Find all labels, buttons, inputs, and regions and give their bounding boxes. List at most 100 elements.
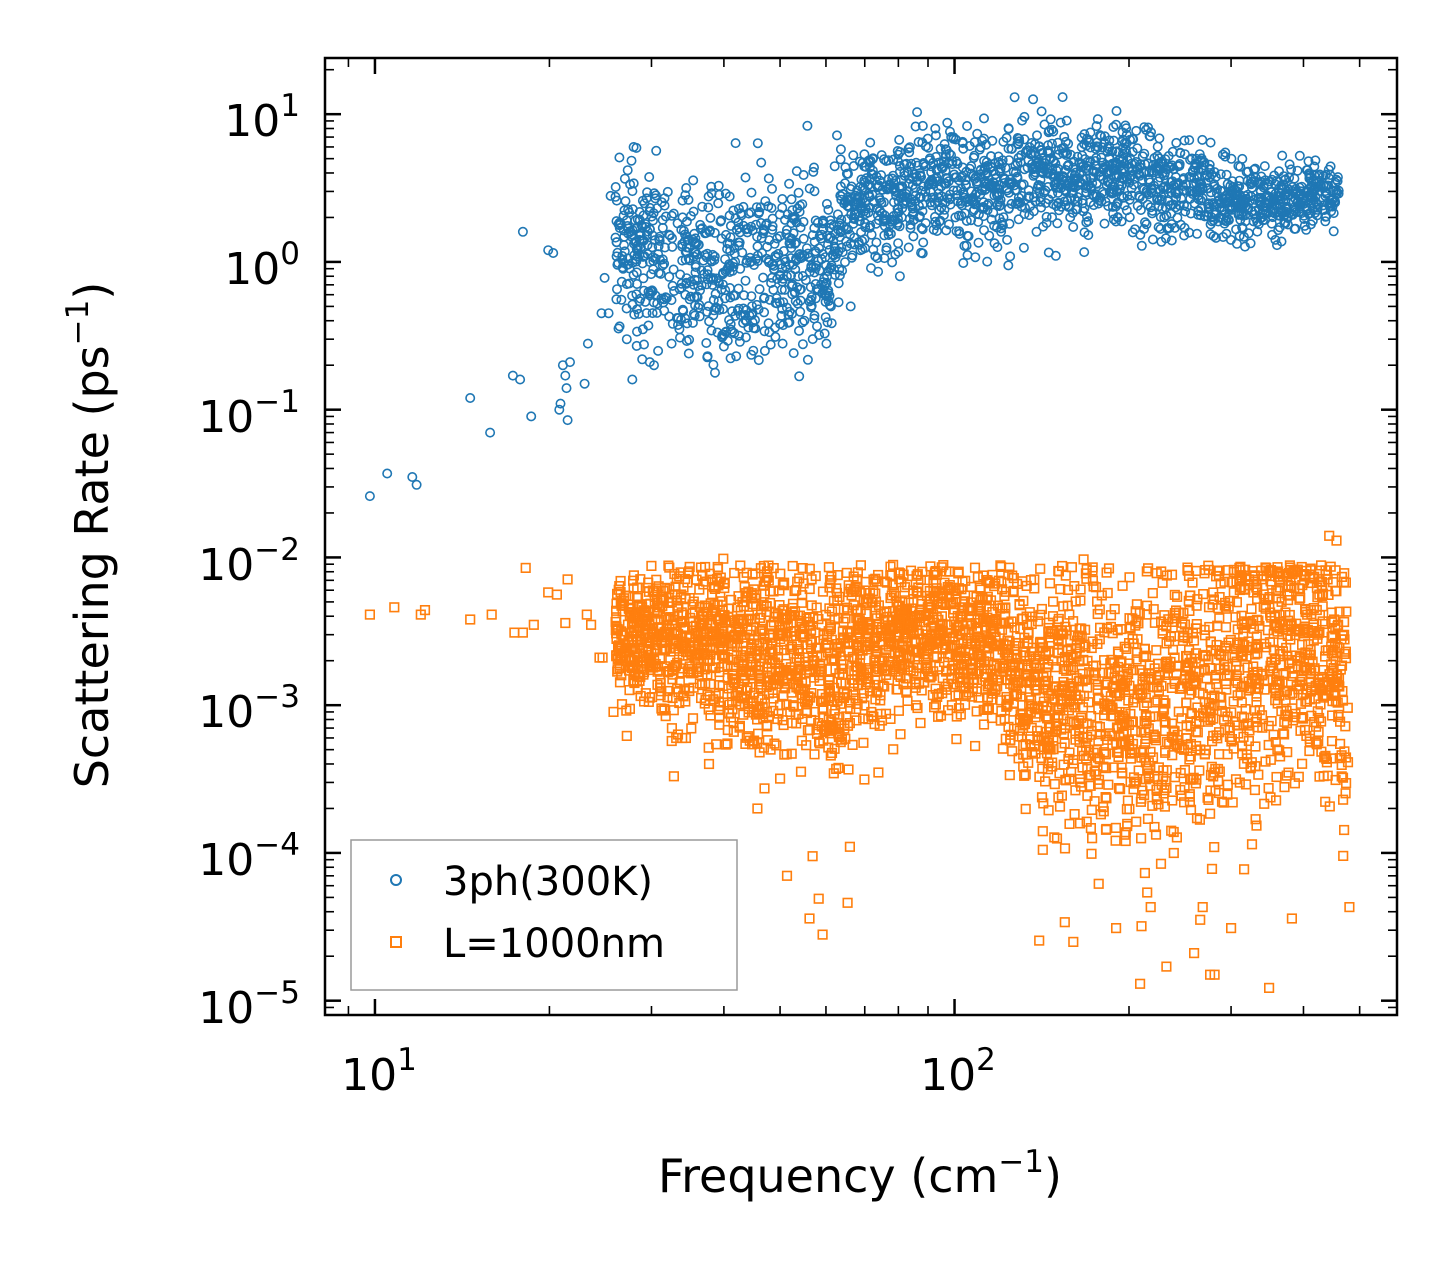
data-point-l1000nm [1172,591,1183,602]
data-point-l1000nm [734,720,745,731]
data-point-l1000nm [823,562,834,573]
data-point-l1000nm [1199,697,1210,708]
data-point-l1000nm [1036,603,1047,615]
data-point-l1000nm [723,603,734,614]
data-point-l1000nm [1163,614,1174,625]
data-point-l1000nm [1177,635,1188,646]
data-point-l1000nm [1117,580,1128,591]
data-point-l1000nm [1094,721,1105,733]
data-point-l1000nm [686,723,697,734]
data-point-3ph [978,113,989,124]
data-point-l1000nm [1020,803,1031,815]
data-point-l1000nm [1181,697,1192,709]
data-point-l1000nm [1297,758,1308,769]
data-point-l1000nm [1214,727,1225,738]
data-point-3ph [610,182,621,193]
data-point-l1000nm [1149,617,1160,628]
data-point-l1000nm [995,561,1007,572]
data-point-l1000nm [713,697,725,708]
data-point-3ph [777,194,788,205]
data-point-l1000nm [869,661,880,672]
data-point-3ph [614,152,625,163]
data-point-l1000nm [1071,718,1082,729]
data-point-l1000nm [955,652,966,664]
data-point-l1000nm [1263,782,1274,794]
data-point-l1000nm [1086,848,1097,859]
data-point-l1000nm [1333,709,1344,720]
data-point-l1000nm [774,773,786,784]
data-point-l1000nm [1326,617,1338,628]
data-point-l1000nm [1220,622,1232,633]
data-point-l1000nm [875,708,886,719]
data-point-l1000nm [1166,825,1177,836]
data-point-3ph [1152,141,1163,152]
data-point-l1000nm [1228,696,1239,707]
data-point-l1000nm [1251,820,1262,831]
data-point-l1000nm [810,570,821,582]
data-point-l1000nm [1240,779,1252,790]
data-point-3ph [740,275,751,286]
data-point-l1000nm [972,571,983,583]
data-point-l1000nm [1168,847,1179,859]
data-point-l1000nm [1102,587,1113,599]
data-point-3ph [873,266,884,277]
data-point-3ph [709,367,720,378]
data-point-l1000nm [1238,628,1249,639]
data-point-l1000nm [738,709,749,720]
data-point-l1000nm [912,702,923,714]
data-point-3ph [1028,94,1039,105]
data-point-l1000nm [635,690,646,702]
data-point-3ph [622,165,633,176]
data-point-l1000nm [684,561,695,572]
data-point-l1000nm [1093,692,1104,703]
data-point-l1000nm [1279,729,1290,740]
data-point-l1000nm [997,743,1008,754]
data-point-l1000nm [1253,769,1264,780]
data-point-l1000nm [1141,609,1152,620]
data-point-3ph [1171,137,1182,148]
data-point-l1000nm [741,732,752,743]
data-point-l1000nm [1246,839,1258,850]
data-point-l1000nm [969,562,981,573]
data-point-l1000nm [874,720,885,731]
data-point-l1000nm [751,640,763,651]
data-point-l1000nm [1337,772,1349,783]
data-point-l1000nm [1075,690,1086,701]
data-point-l1000nm [974,582,986,593]
data-point-l1000nm [1271,771,1282,783]
data-point-l1000nm [1037,826,1048,837]
data-point-l1000nm [1137,679,1148,690]
data-point-l1000nm [1176,713,1187,724]
data-point-l1000nm [1099,655,1110,666]
data-point-l1000nm [1049,778,1060,790]
data-point-l1000nm [1054,801,1066,812]
data-point-l1000nm [1103,667,1114,678]
data-point-l1000nm [950,690,961,701]
data-point-3ph [819,328,830,339]
data-point-l1000nm [1221,640,1232,652]
data-point-l1000nm [1113,782,1125,794]
data-point-l1000nm [895,671,906,682]
data-point-l1000nm [1184,796,1195,808]
data-point-l1000nm [1250,741,1261,752]
data-point-l1000nm [1120,835,1131,847]
data-point-l1000nm [1285,689,1296,700]
data-point-l1000nm [1095,622,1106,633]
data-point-l1000nm [1339,634,1350,645]
data-point-l1000nm [1155,858,1167,869]
data-point-l1000nm [887,559,899,570]
data-point-l1000nm [722,724,733,736]
data-point-l1000nm [1179,619,1190,630]
data-point-l1000nm [1081,816,1092,827]
data-point-l1000nm [1278,728,1289,739]
data-point-l1000nm [1184,605,1195,616]
data-point-l1000nm [1167,718,1178,729]
data-point-l1000nm [1179,764,1190,776]
data-point-3ph [620,196,631,207]
data-point-3ph [833,278,844,289]
data-point-l1000nm [765,643,777,655]
data-point-3ph [708,359,719,370]
data-point-l1000nm [1316,716,1327,727]
data-point-l1000nm [1258,601,1269,612]
